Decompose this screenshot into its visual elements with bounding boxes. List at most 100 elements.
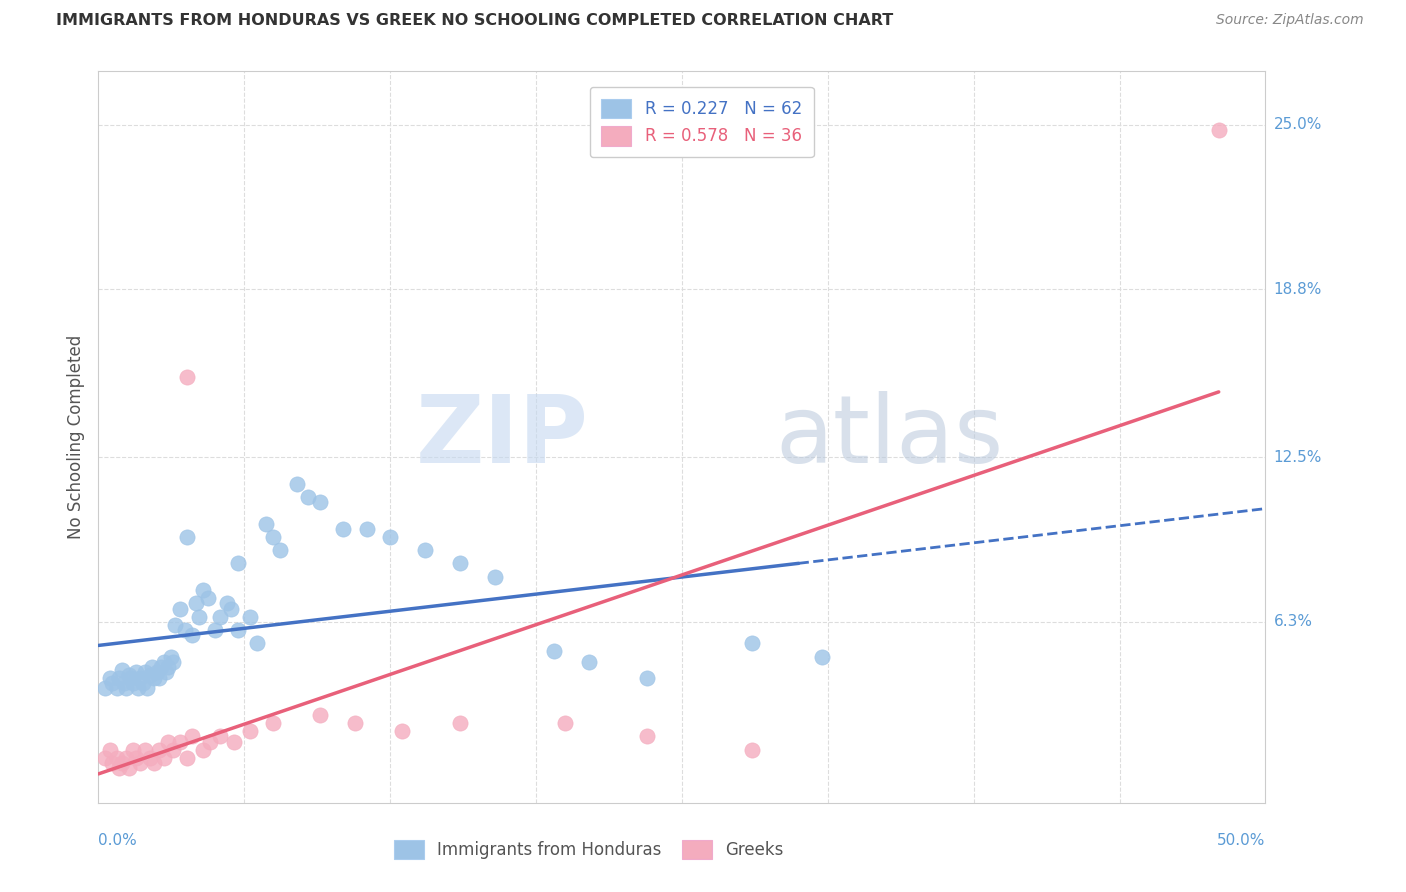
Point [176,530,198,544]
Point [176,370,198,384]
Point [215,596,238,610]
Point [122,742,145,756]
Text: atlas: atlas [775,391,1004,483]
Point [152,655,174,669]
Point [129,671,152,685]
Text: 12.5%: 12.5% [1274,450,1322,465]
Point [262,716,284,731]
Point [449,716,471,731]
Point [111,663,134,677]
Point [208,609,231,624]
Point [246,636,269,650]
Point [139,750,162,764]
Point [1208,123,1230,137]
Text: 0.0%: 0.0% [98,833,138,848]
Point [143,671,166,685]
Point [98,671,121,685]
Text: IMMIGRANTS FROM HONDURAS VS GREEK NO SCHOOLING COMPLETED CORRELATION CHART: IMMIGRANTS FROM HONDURAS VS GREEK NO SCH… [56,13,893,29]
Point [120,671,142,685]
Point [134,742,156,756]
Point [101,756,124,770]
Point [162,655,184,669]
Point [165,617,187,632]
Point [741,636,763,650]
Point [356,522,378,536]
Point [811,649,834,664]
Point [143,756,166,770]
Point [115,681,138,696]
Point [193,582,215,597]
Point [115,750,138,764]
Point [148,742,170,756]
Point [449,557,471,571]
Point [94,750,117,764]
Point [193,742,215,756]
Point [256,516,278,531]
Point [344,716,367,731]
Point [332,522,354,536]
Legend: Immigrants from Honduras, Greeks: Immigrants from Honduras, Greeks [385,831,792,868]
Point [148,671,170,685]
Point [105,750,128,764]
Text: 6.3%: 6.3% [1274,615,1313,630]
Point [157,660,180,674]
Point [125,665,148,680]
Point [636,729,658,743]
Text: ZIP: ZIP [416,391,589,483]
Point [134,665,156,680]
Point [122,676,145,690]
Point [98,742,121,756]
Point [125,750,148,764]
Point [239,723,262,738]
Point [186,596,208,610]
Point [309,708,332,723]
Point [101,676,124,690]
Point [200,734,222,748]
Point [162,742,184,756]
Point [221,601,243,615]
Point [118,761,141,775]
Point [111,756,134,770]
Point [228,557,250,571]
Point [297,490,319,504]
Point [127,681,149,696]
Point [112,676,135,690]
Point [136,681,159,696]
Point [228,623,250,637]
Point [152,750,174,764]
Point [180,729,202,743]
Point [269,543,291,558]
Point [309,495,332,509]
Point [139,668,162,682]
Text: 25.0%: 25.0% [1274,117,1322,132]
Point [554,716,576,731]
Point [169,734,191,748]
Y-axis label: No Schooling Completed: No Schooling Completed [66,335,84,539]
Text: Source: ZipAtlas.com: Source: ZipAtlas.com [1216,13,1364,28]
Point [108,761,131,775]
Point [204,623,226,637]
Point [176,750,198,764]
Point [239,609,262,624]
Point [155,665,177,680]
Text: 50.0%: 50.0% [1218,833,1265,848]
Point [741,742,763,756]
Point [222,734,245,748]
Text: 18.8%: 18.8% [1274,282,1322,297]
Point [636,671,658,685]
Point [543,644,565,658]
Point [94,681,117,696]
Point [378,530,402,544]
Point [108,671,131,685]
Point [132,676,155,690]
Point [173,623,195,637]
Point [578,655,600,669]
Point [484,570,506,584]
Point [118,668,141,682]
Point [159,649,181,664]
Point [180,628,202,642]
Point [285,476,308,491]
Point [187,609,209,624]
Point [141,660,163,674]
Point [157,734,180,748]
